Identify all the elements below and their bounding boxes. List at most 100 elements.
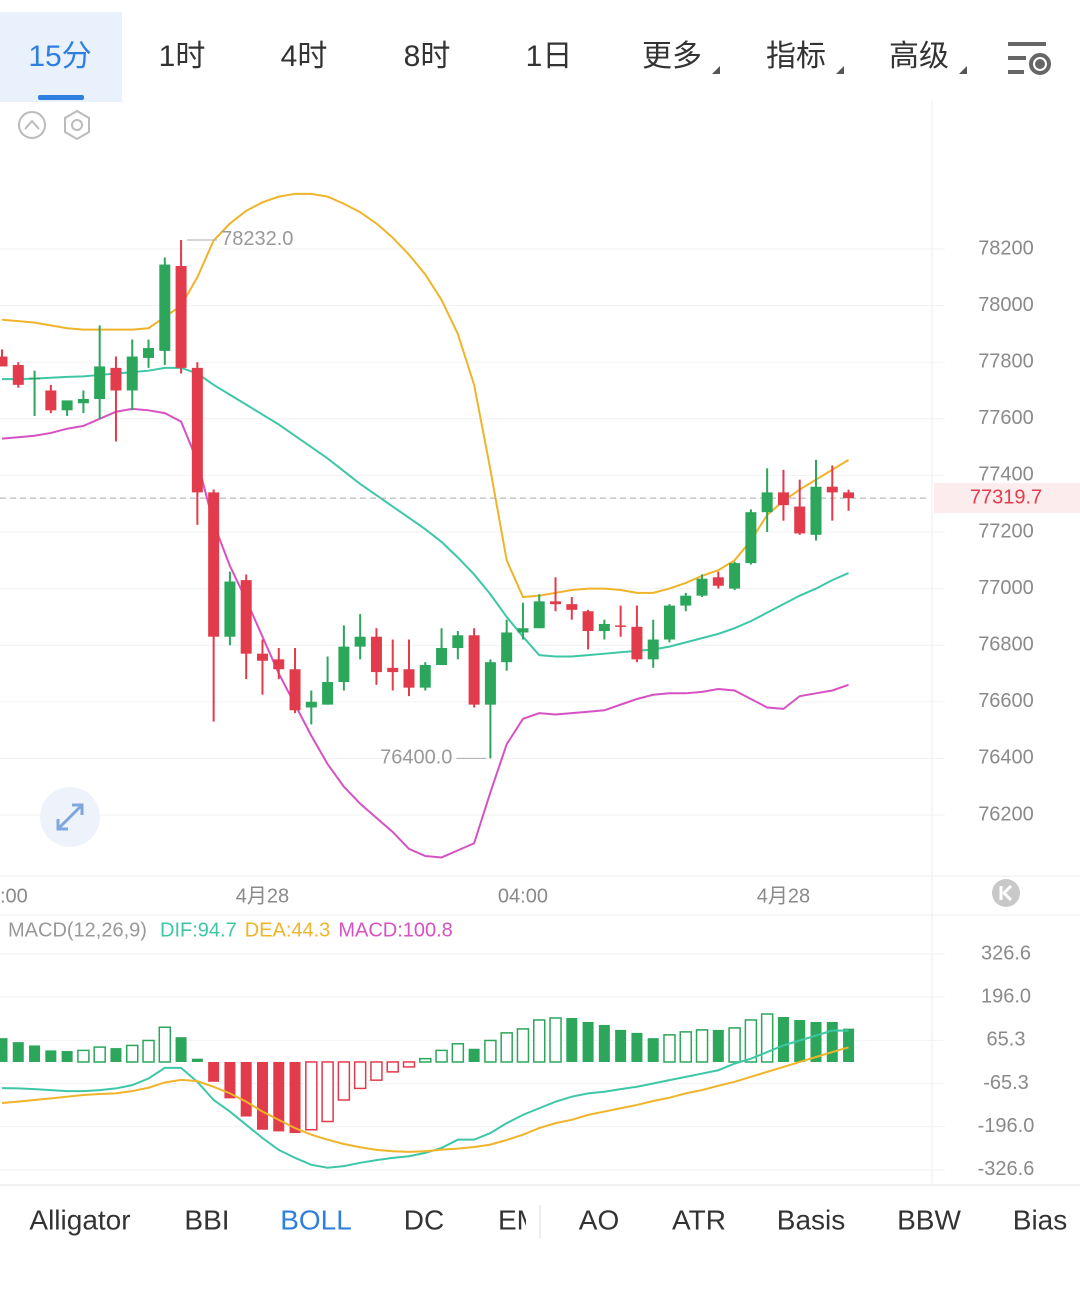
- macd-bar: [712, 1029, 724, 1062]
- candle-body: [143, 348, 155, 358]
- y-tick-label: 76400: [978, 747, 1034, 769]
- dropdown-tab[interactable]: 更多: [642, 40, 702, 73]
- tab[interactable]: 8时: [404, 40, 451, 73]
- candle-body: [77, 398, 89, 404]
- macd-bar: [273, 1061, 285, 1132]
- macd-bar: [695, 1029, 709, 1063]
- macd-bar: [110, 1048, 122, 1062]
- candle-body: [110, 367, 122, 391]
- candle-body: [61, 400, 73, 411]
- candle-body: [501, 632, 513, 663]
- candle-body: [696, 578, 708, 596]
- legend-entry: MACD:100.8: [338, 919, 453, 941]
- candle-body: [533, 601, 545, 629]
- tab[interactable]: 1时: [159, 40, 206, 73]
- candle-body: [680, 595, 692, 606]
- macd-bar: [468, 1048, 480, 1062]
- macd-bar: [582, 1021, 594, 1062]
- macd-bar: [500, 1032, 513, 1063]
- macd-bar: [402, 1061, 416, 1068]
- macd-bar: [353, 1061, 367, 1090]
- collapse-icon[interactable]: [18, 111, 46, 139]
- macd-bar: [61, 1051, 73, 1062]
- indicator-tab[interactable]: DC: [404, 1204, 444, 1235]
- y-tick-label: 77400: [978, 464, 1034, 486]
- active-tab-bg: [0, 12, 122, 102]
- candle-body: [29, 377, 41, 380]
- candle-body: [273, 659, 285, 670]
- x-tick-label: 4月28: [236, 885, 289, 907]
- candle-body: [777, 492, 789, 506]
- settings-icon[interactable]: [1008, 42, 1051, 75]
- candle-body: [826, 486, 838, 493]
- macd-bar: [663, 1034, 676, 1063]
- scroll-to-latest-icon[interactable]: [992, 879, 1020, 907]
- candle-body: [403, 669, 415, 688]
- candle-body: [550, 601, 562, 605]
- macd-bar: [305, 1061, 318, 1131]
- indicator-tab[interactable]: BBW: [897, 1204, 961, 1235]
- indicator-tab[interactable]: EMA: [498, 1204, 559, 1235]
- macd-bar: [208, 1061, 220, 1082]
- macd-bar: [419, 1057, 432, 1063]
- dropdown-tab[interactable]: 高级: [889, 40, 949, 73]
- candle-body: [354, 636, 366, 647]
- candle-body: [761, 492, 773, 513]
- y-tick-label: 78200: [978, 237, 1034, 259]
- indicator-name: MACD(12,26,9): [8, 919, 147, 941]
- candle-body: [12, 365, 24, 385]
- tab[interactable]: 4时: [281, 40, 328, 73]
- indicator-tab[interactable]: BOLL: [280, 1204, 352, 1235]
- low-marker-label: 76400.0: [380, 747, 452, 769]
- macd-bar: [321, 1061, 334, 1123]
- candle-body: [126, 356, 138, 391]
- last-price-label: 77319.7: [970, 486, 1042, 508]
- y-tick-label: 326.6: [981, 942, 1031, 964]
- indicator-settings-icon[interactable]: [64, 109, 90, 141]
- macd-bar: [598, 1024, 610, 1062]
- candle-body: [566, 604, 578, 610]
- macd-bar: [532, 1019, 546, 1063]
- macd-line: [1, 1029, 849, 1169]
- macd-bar: [451, 1043, 465, 1063]
- indicator-tab[interactable]: Alligator: [29, 1204, 130, 1235]
- candle-body: [517, 628, 529, 633]
- candle-body: [647, 639, 659, 660]
- candle-body: [843, 492, 855, 499]
- y-tick-label: 77600: [978, 407, 1034, 429]
- dropdown-tab[interactable]: 指标: [766, 40, 826, 73]
- x-tick-label: :00: [0, 885, 28, 907]
- indicator-tab[interactable]: ATR: [672, 1204, 726, 1235]
- tab[interactable]: 15分: [28, 40, 91, 73]
- y-tick-label: -65.3: [983, 1072, 1029, 1094]
- y-tick-label: -326.6: [978, 1158, 1035, 1180]
- candle-body: [322, 681, 334, 705]
- macd-bar: [125, 1044, 139, 1063]
- expand-icon[interactable]: [40, 787, 100, 847]
- indicator-tab[interactable]: BBI: [184, 1204, 229, 1235]
- candle-body: [729, 563, 741, 589]
- dropdown-caret: [712, 66, 720, 74]
- macd-bar: [744, 1019, 758, 1063]
- macd-bar: [826, 1021, 838, 1062]
- indicator-tab[interactable]: AO: [579, 1204, 619, 1235]
- indicator-tab[interactable]: Basis: [777, 1204, 845, 1235]
- macd-bar: [386, 1061, 399, 1073]
- y-tick-label: 77000: [978, 577, 1034, 599]
- macd-bar: [516, 1028, 530, 1063]
- macd-bar: [337, 1061, 351, 1101]
- indicator-tab[interactable]: Bias: [1013, 1204, 1067, 1235]
- y-tick-label: 76800: [978, 633, 1034, 655]
- y-tick-label: 76200: [978, 803, 1034, 825]
- tab[interactable]: 1日: [526, 40, 573, 73]
- candle-body: [159, 264, 171, 351]
- x-tick-label: 04:00: [498, 885, 548, 907]
- legend-entry: DIF:94.7: [160, 919, 237, 941]
- candle-body: [256, 653, 268, 661]
- macd-bar: [760, 1013, 774, 1063]
- candle-body: [208, 492, 220, 637]
- boll-line: [2, 366, 849, 658]
- macd-bar: [224, 1061, 236, 1099]
- macd-bar: [370, 1061, 383, 1081]
